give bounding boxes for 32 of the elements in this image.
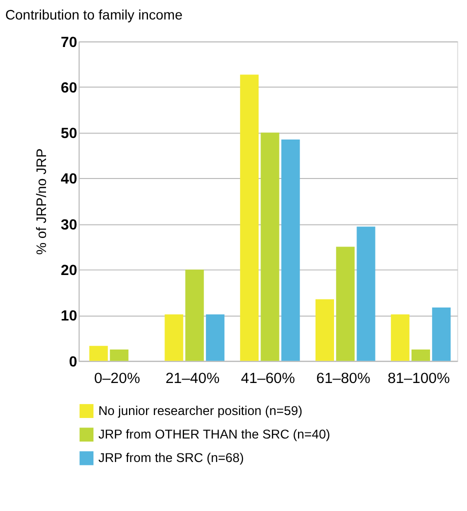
x-tick-label: 41–60% <box>240 371 295 388</box>
x-tick-label: 0–20% <box>94 371 140 388</box>
bar <box>412 349 430 361</box>
legend-label: JRP from the SRC (n=68) <box>98 450 244 466</box>
x-tick-label: 21–40% <box>165 371 220 388</box>
x-tick-label: 81–100% <box>388 371 450 388</box>
y-tick-label: 20 <box>60 263 78 279</box>
bar <box>356 226 376 361</box>
legend-label: JRP from OTHER THAN the SRC (n=40) <box>98 426 330 442</box>
bar <box>336 246 355 361</box>
y-tick-label: 40 <box>60 172 78 188</box>
bar <box>432 307 451 361</box>
bar <box>110 349 128 361</box>
bar <box>240 74 259 361</box>
y-tick-label: 60 <box>60 80 78 96</box>
bar <box>89 346 108 361</box>
bar <box>390 314 410 361</box>
legend-label: No junior researcher position (n=59) <box>98 402 302 418</box>
y-tick-label: 10 <box>60 308 78 325</box>
y-tick-label: 30 <box>60 217 78 234</box>
bar <box>185 270 204 361</box>
y-tick-label: 0 <box>68 354 78 370</box>
bar <box>281 140 300 361</box>
bar <box>206 314 224 361</box>
bar <box>164 314 184 361</box>
x-tick-label: 61–80% <box>316 371 370 388</box>
chart-title: Contribution to family income <box>5 8 183 23</box>
y-tick-label: 50 <box>60 126 78 142</box>
bar <box>260 132 280 361</box>
y-axis-title: % of JRP/no JRP <box>34 148 50 255</box>
bar <box>315 299 334 361</box>
y-tick-label: 70 <box>60 34 78 51</box>
